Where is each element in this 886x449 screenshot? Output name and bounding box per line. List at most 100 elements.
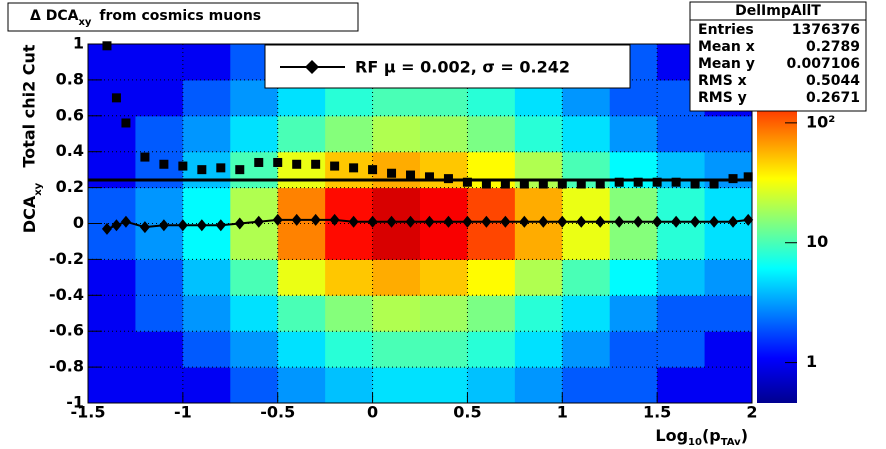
heat-cell — [704, 367, 753, 404]
heat-cell — [88, 259, 136, 296]
heat-cell — [514, 295, 563, 332]
diamond-marker — [743, 213, 754, 226]
square-marker — [690, 179, 700, 189]
heat-cell — [325, 223, 374, 260]
heat-cell — [372, 295, 421, 332]
heat-cell — [562, 367, 611, 404]
diamond-marker — [101, 222, 112, 235]
diamond-marker — [234, 217, 245, 230]
square-marker — [292, 159, 302, 169]
heat-cell — [562, 223, 611, 260]
diamond-marker — [386, 215, 397, 228]
diamond-marker — [329, 213, 340, 226]
y-tick-label: 0.6 — [56, 105, 84, 124]
heat-cell — [182, 223, 231, 260]
heat-cell — [135, 259, 184, 296]
stats-label: Mean x — [698, 39, 755, 55]
colorbar-tick-label: 1 — [806, 352, 817, 371]
heat-cell — [277, 331, 326, 368]
heat-cell — [704, 223, 753, 260]
diamond-marker — [538, 215, 549, 228]
square-marker — [140, 152, 150, 162]
x-tick-label: -0.5 — [260, 403, 295, 422]
diamond-marker — [291, 213, 302, 226]
heat-cell — [325, 331, 374, 368]
heat-cell — [325, 367, 374, 404]
square-marker — [102, 41, 112, 51]
diamond-marker — [443, 215, 454, 228]
heat-cell — [277, 259, 326, 296]
square-marker — [481, 179, 491, 189]
heat-cell — [514, 223, 563, 260]
heat-cell — [135, 331, 184, 368]
heat-cell — [277, 115, 326, 153]
square-marker — [633, 177, 643, 187]
heat-cell — [420, 223, 468, 260]
heat-cell — [182, 187, 231, 224]
heat-cell — [135, 295, 184, 332]
square-marker — [235, 165, 245, 175]
diamond-marker — [690, 215, 701, 228]
diamond-marker — [500, 215, 511, 228]
square-marker — [330, 161, 340, 171]
y-axis-label: DCAxy — [20, 182, 45, 233]
x-label-part: Log — [655, 426, 688, 445]
square-marker — [519, 179, 529, 189]
square-marker — [121, 118, 131, 128]
square-marker — [111, 93, 121, 103]
heat-cell — [372, 151, 421, 189]
heat-cell — [135, 367, 184, 404]
heat-cell — [372, 331, 421, 368]
stats-title: DelImpAllT — [735, 3, 821, 19]
diamond-marker — [576, 215, 587, 228]
square-marker — [614, 177, 624, 187]
diamond-marker — [633, 215, 644, 228]
heat-cell — [609, 115, 658, 153]
heat-cell — [372, 187, 421, 224]
heat-cell — [467, 187, 516, 224]
diamond-marker — [111, 219, 122, 232]
diamond-marker — [424, 215, 435, 228]
diamond-marker — [652, 215, 663, 228]
heat-cell — [657, 187, 706, 224]
heat-cell — [325, 115, 374, 153]
square-marker — [178, 161, 188, 171]
x-tick-label: 1.5 — [643, 403, 671, 422]
heat-cell — [230, 223, 279, 260]
x-tick-label: 2 — [746, 403, 757, 422]
heat-cell — [277, 367, 326, 404]
diamond-marker — [253, 215, 264, 228]
square-marker — [216, 163, 226, 173]
stats-label: RMS y — [698, 90, 747, 106]
heat-cell — [657, 223, 706, 260]
y-tick-label: 0 — [73, 213, 84, 232]
stats-value: 0.2671 — [806, 90, 860, 106]
diamond-marker — [177, 219, 188, 232]
heat-cell — [230, 115, 279, 153]
heat-cell — [182, 295, 231, 332]
heat-cell — [88, 151, 136, 189]
y-tick-label: 0.4 — [56, 141, 84, 160]
heat-cell — [467, 115, 516, 153]
square-marker — [197, 165, 207, 175]
x-label-part: ) — [741, 426, 748, 445]
stats-label: RMS x — [698, 73, 747, 89]
heat-cell — [135, 79, 184, 117]
stats-value: 0.5044 — [806, 73, 860, 89]
x-label-part: (p — [702, 426, 721, 445]
heat-cell — [420, 259, 468, 296]
legend-marker — [305, 60, 319, 74]
diamond-marker — [728, 215, 739, 228]
diamond-marker — [519, 215, 530, 228]
heat-cell — [704, 259, 753, 296]
diamond-marker — [348, 215, 359, 228]
heat-cell — [230, 295, 279, 332]
diamond-marker — [462, 215, 473, 228]
x-label-sub: 10 — [688, 437, 702, 448]
stats-value: 0.2789 — [806, 39, 860, 55]
square-marker — [500, 179, 510, 189]
diamond-marker — [272, 213, 283, 226]
y-label-sub: xy — [33, 182, 44, 195]
square-marker — [728, 174, 738, 184]
